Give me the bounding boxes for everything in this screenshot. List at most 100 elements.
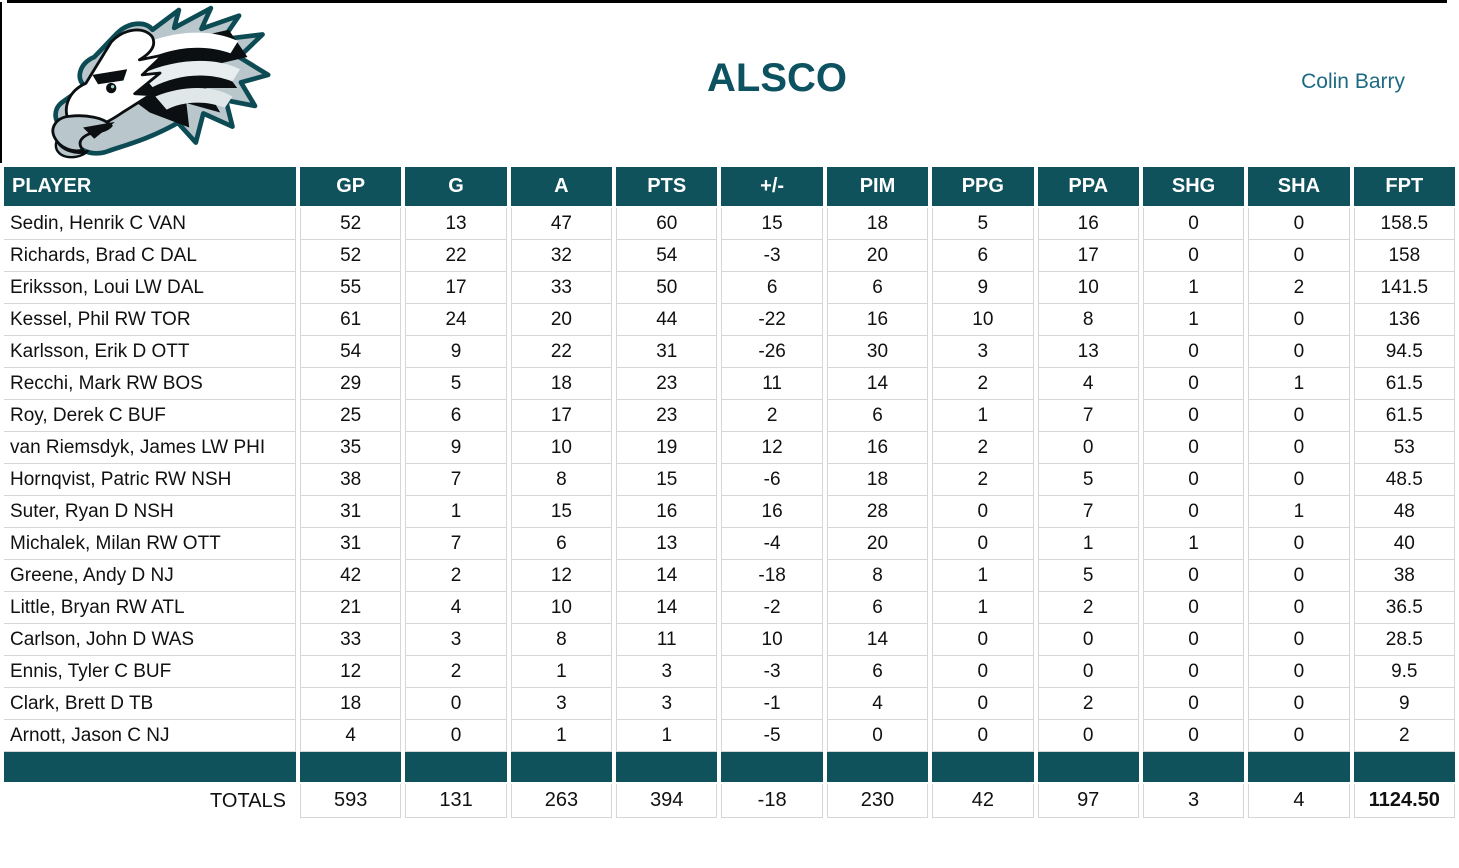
column-header-pim[interactable]: PIM [826,167,929,208]
stat-cell[interactable]: 141.5 [1353,272,1455,304]
stat-cell[interactable]: 9.5 [1353,656,1455,688]
stat-cell[interactable]: 1 [510,720,613,752]
stat-cell[interactable]: 36.5 [1353,592,1455,624]
stat-cell[interactable]: 14 [616,592,718,624]
stat-cell[interactable]: 44 [616,304,718,336]
stat-cell[interactable]: 0 [1142,688,1245,720]
stat-cell[interactable]: 6 [826,272,929,304]
stat-cell[interactable]: 8 [1037,304,1139,336]
stat-cell[interactable]: 0 [932,528,1034,560]
stat-cell[interactable]: 0 [1248,432,1350,464]
stat-cell[interactable]: 0 [1142,464,1245,496]
stat-cell[interactable]: 10 [1037,272,1139,304]
stat-cell[interactable]: 2 [1353,720,1455,752]
stat-cell[interactable]: 28.5 [1353,624,1455,656]
stat-cell[interactable]: 0 [932,688,1034,720]
stat-cell[interactable]: 1 [932,400,1034,432]
stat-cell[interactable]: 48.5 [1353,464,1455,496]
stat-cell[interactable]: 0 [1142,432,1245,464]
stat-cell[interactable]: 24 [405,304,507,336]
stat-cell[interactable]: 0 [1142,496,1245,528]
stat-cell[interactable]: 0 [1142,368,1245,400]
player-cell[interactable]: Arnott, Jason C NJ [4,720,296,752]
stat-cell[interactable]: 0 [405,688,507,720]
stat-cell[interactable]: 6 [510,528,613,560]
stat-cell[interactable]: 16 [721,496,823,528]
stat-cell[interactable]: 16 [616,496,718,528]
stat-cell[interactable]: 1 [1142,528,1245,560]
stat-cell[interactable]: 6 [405,400,507,432]
stat-cell[interactable]: 1 [1248,496,1350,528]
totals-stat-cell[interactable]: 394 [616,784,718,818]
stat-cell[interactable]: -22 [721,304,823,336]
column-header-ppa[interactable]: PPA [1037,167,1139,208]
stat-cell[interactable]: 4 [300,720,402,752]
stat-cell[interactable]: 11 [721,368,823,400]
stat-cell[interactable]: 61.5 [1353,400,1455,432]
player-cell[interactable]: Hornqvist, Patric RW NSH [4,464,296,496]
stat-cell[interactable]: 7 [405,528,507,560]
stat-cell[interactable]: 2 [932,464,1034,496]
column-header-a[interactable]: A [510,167,613,208]
stat-cell[interactable]: 2 [932,432,1034,464]
stat-cell[interactable]: 0 [1037,624,1139,656]
stat-cell[interactable]: 0 [1142,240,1245,272]
stat-cell[interactable]: 6 [721,272,823,304]
stat-cell[interactable]: -4 [721,528,823,560]
stat-cell[interactable]: 0 [1248,240,1350,272]
totals-stat-cell[interactable]: 263 [510,784,613,818]
player-cell[interactable]: Ennis, Tyler C BUF [4,656,296,688]
player-cell[interactable]: Roy, Derek C BUF [4,400,296,432]
stat-cell[interactable]: 61.5 [1353,368,1455,400]
stat-cell[interactable]: 4 [405,592,507,624]
stat-cell[interactable]: 40 [1353,528,1455,560]
stat-cell[interactable]: 9 [405,432,507,464]
stat-cell[interactable]: 7 [1037,496,1139,528]
stat-cell[interactable]: 17 [1037,240,1139,272]
stat-cell[interactable]: 13 [1037,336,1139,368]
totals-stat-cell[interactable]: 97 [1037,784,1139,818]
stat-cell[interactable]: 31 [300,496,402,528]
stat-cell[interactable]: 4 [826,688,929,720]
stat-cell[interactable]: 0 [1248,208,1350,240]
stat-cell[interactable]: 29 [300,368,402,400]
stat-cell[interactable]: -3 [721,656,823,688]
stat-cell[interactable]: 12 [721,432,823,464]
stat-cell[interactable]: 0 [1037,432,1139,464]
stat-cell[interactable]: 0 [405,720,507,752]
stat-cell[interactable]: 5 [405,368,507,400]
stat-cell[interactable]: 33 [300,624,402,656]
stat-cell[interactable]: 20 [826,240,929,272]
stat-cell[interactable]: 25 [300,400,402,432]
stat-cell[interactable]: 13 [616,528,718,560]
stat-cell[interactable]: -6 [721,464,823,496]
column-header-player[interactable]: PLAYER [4,167,296,208]
stat-cell[interactable]: 5 [1037,560,1139,592]
stat-cell[interactable]: 5 [1037,464,1139,496]
stat-cell[interactable]: 12 [300,656,402,688]
stat-cell[interactable]: 1 [1142,272,1245,304]
stat-cell[interactable]: 3 [510,688,613,720]
stat-cell[interactable]: 50 [616,272,718,304]
stat-cell[interactable]: 28 [826,496,929,528]
stat-cell[interactable]: 53 [1353,432,1455,464]
player-cell[interactable]: Eriksson, Loui LW DAL [4,272,296,304]
player-cell[interactable]: Karlsson, Erik D OTT [4,336,296,368]
stat-cell[interactable]: 1 [510,656,613,688]
stat-cell[interactable]: 22 [510,336,613,368]
column-header-g[interactable]: G [405,167,507,208]
stat-cell[interactable]: 4 [1037,368,1139,400]
stat-cell[interactable]: -2 [721,592,823,624]
stat-cell[interactable]: 17 [510,400,613,432]
stat-cell[interactable]: 6 [932,240,1034,272]
stat-cell[interactable]: 0 [1142,336,1245,368]
stat-cell[interactable]: 0 [1248,592,1350,624]
stat-cell[interactable]: 2 [932,368,1034,400]
stat-cell[interactable]: 15 [721,208,823,240]
stat-cell[interactable]: 7 [1037,400,1139,432]
column-header-gp[interactable]: GP [300,167,402,208]
totals-label-cell[interactable]: TOTALS [210,789,286,812]
stat-cell[interactable]: 54 [616,240,718,272]
stat-cell[interactable]: 32 [510,240,613,272]
stat-cell[interactable]: 0 [1248,688,1350,720]
